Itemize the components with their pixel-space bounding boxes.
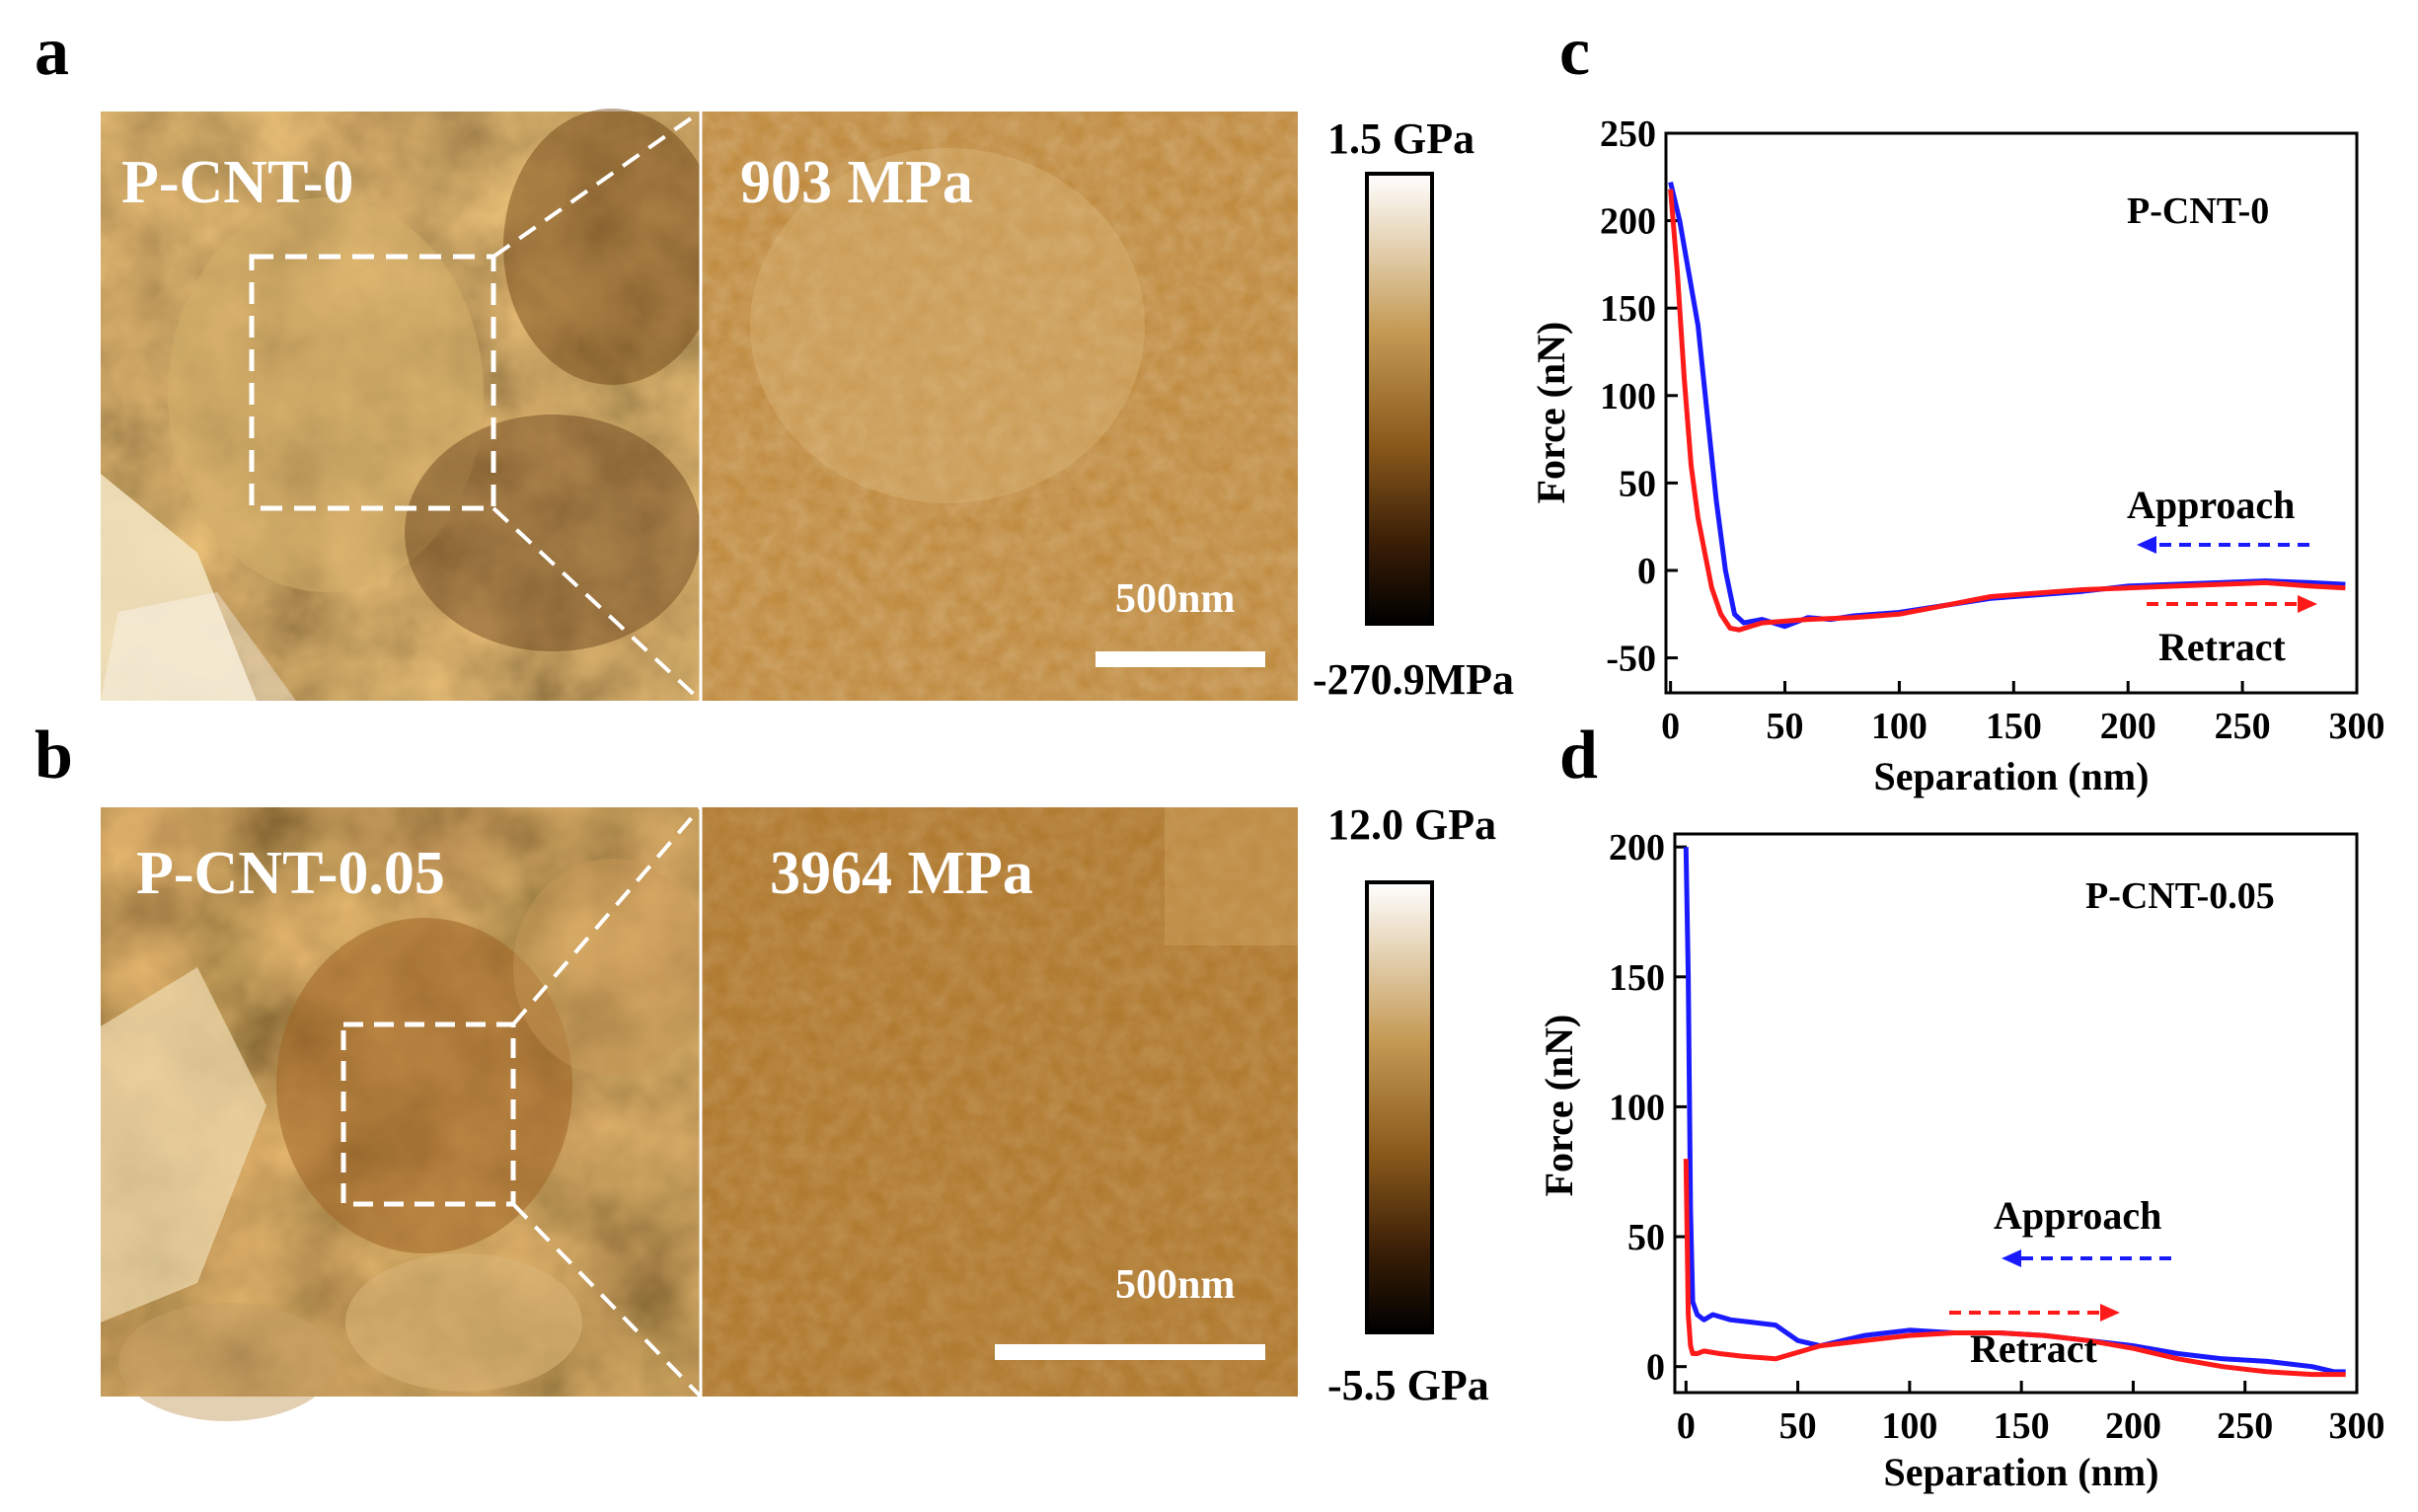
x-axis-label-c: Separation (nm): [1874, 754, 2150, 798]
y-axis-label-c: Force (nN): [1529, 322, 1573, 504]
y-axis-label-d: Force (nN): [1537, 1015, 1581, 1197]
x-tick-label: 50: [1767, 706, 1804, 747]
y-tick-label: 150: [1600, 288, 1656, 330]
afm-image-b-zoom: [701, 807, 1298, 1397]
zoom-line-a-top: [491, 110, 703, 259]
modulus-label-a: 903 MPa: [740, 149, 973, 216]
afm-image-b-overview: [101, 807, 711, 1421]
chart-title-c: P-CNT-0: [2127, 190, 2269, 232]
panel-label-d: d: [1559, 718, 1598, 794]
series-line-retract: [1668, 189, 2346, 633]
y-tick-label: 0: [1637, 551, 1656, 592]
panel-label-c: c: [1559, 14, 1590, 90]
x-tick-label: 100: [1881, 1405, 1937, 1447]
zoom-line-b-bottom: [511, 1202, 703, 1399]
scale-bar-b: [995, 1344, 1265, 1360]
retract-label-c: Retract: [2158, 625, 2286, 669]
approach-arrowhead-c: [2137, 536, 2156, 554]
sample-label-b: P-CNT-0.05: [136, 840, 445, 907]
zoom-line-b-top: [511, 805, 703, 1026]
x-tick-label: 200: [2105, 1405, 2161, 1447]
retract-label-d: Retract: [1970, 1326, 2097, 1371]
x-tick-label: 300: [2329, 706, 2385, 747]
sample-label-a: P-CNT-0: [121, 149, 353, 216]
approach-label-c: Approach: [2127, 483, 2295, 527]
zoom-line-a-bottom: [491, 506, 703, 703]
x-tick-label: 150: [1994, 1405, 2050, 1447]
approach-arrowhead-d: [2002, 1249, 2021, 1267]
x-tick-label: 200: [2100, 706, 2156, 747]
chart-title-d: P-CNT-0.05: [2085, 875, 2275, 917]
panel-label-b: b: [35, 718, 73, 794]
colorbar-a: [1365, 172, 1434, 626]
y-tick-label: 150: [1609, 957, 1665, 999]
x-tick-label: 150: [1986, 706, 2042, 747]
x-tick-label: 250: [2217, 1405, 2273, 1447]
scale-bar-a: [1096, 651, 1265, 667]
plot-frame-d: [1673, 832, 2359, 1395]
zoom-box-b: [340, 1021, 516, 1207]
y-tick-label: 100: [1609, 1087, 1665, 1128]
scale-bar-label-b: 500nm: [1115, 1262, 1235, 1308]
y-tick-label: 100: [1600, 376, 1656, 417]
y-tick-label: 50: [1619, 463, 1656, 504]
x-tick-label: 50: [1779, 1405, 1817, 1447]
series-line-retract: [1683, 1159, 2346, 1378]
x-tick-label: 0: [1677, 1405, 1696, 1447]
zoom-box-a: [249, 254, 496, 511]
force-curve-chart-d: 0 50 100 150 200 250 300 0 50 100 150 200 P-CNT-0.0…: [1537, 827, 2385, 1494]
series-line-approach: [1683, 847, 2346, 1375]
afm-image-a-overview: [101, 109, 720, 701]
colorbar-a-min: -270.9MPa: [1313, 655, 1514, 704]
panel-label-a: a: [35, 14, 69, 90]
y-tick-label: 50: [1627, 1217, 1665, 1258]
retract-arrowhead-c: [2298, 595, 2317, 613]
colorbar-b: [1365, 880, 1434, 1334]
x-tick-label: 300: [2329, 1405, 2385, 1447]
y-tick-label: -50: [1606, 639, 1656, 680]
series-line-approach: [1668, 182, 2346, 630]
retract-arrowhead-d: [2100, 1304, 2120, 1322]
y-tick-label: 200: [1600, 201, 1656, 243]
afm-image-a-zoom: [701, 112, 1298, 701]
y-tick-label: 0: [1646, 1347, 1665, 1389]
modulus-label-b: 3964 MPa: [770, 840, 1033, 907]
scale-bar-label-a: 500nm: [1115, 576, 1235, 622]
x-tick-label: 0: [1661, 706, 1680, 747]
colorbar-b-min: -5.5 GPa: [1327, 1361, 1489, 1409]
colorbar-a-max: 1.5 GPa: [1327, 114, 1474, 163]
x-tick-label: 250: [2215, 706, 2271, 747]
approach-label-d: Approach: [1994, 1193, 2161, 1238]
y-tick-label: 200: [1609, 827, 1665, 869]
y-tick-label: 250: [1600, 113, 1656, 155]
x-axis-label-d: Separation (nm): [1884, 1450, 2159, 1494]
colorbar-b-max: 12.0 GPa: [1327, 800, 1496, 849]
x-tick-label: 100: [1871, 706, 1927, 747]
plot-frame-c: [1664, 131, 2359, 695]
